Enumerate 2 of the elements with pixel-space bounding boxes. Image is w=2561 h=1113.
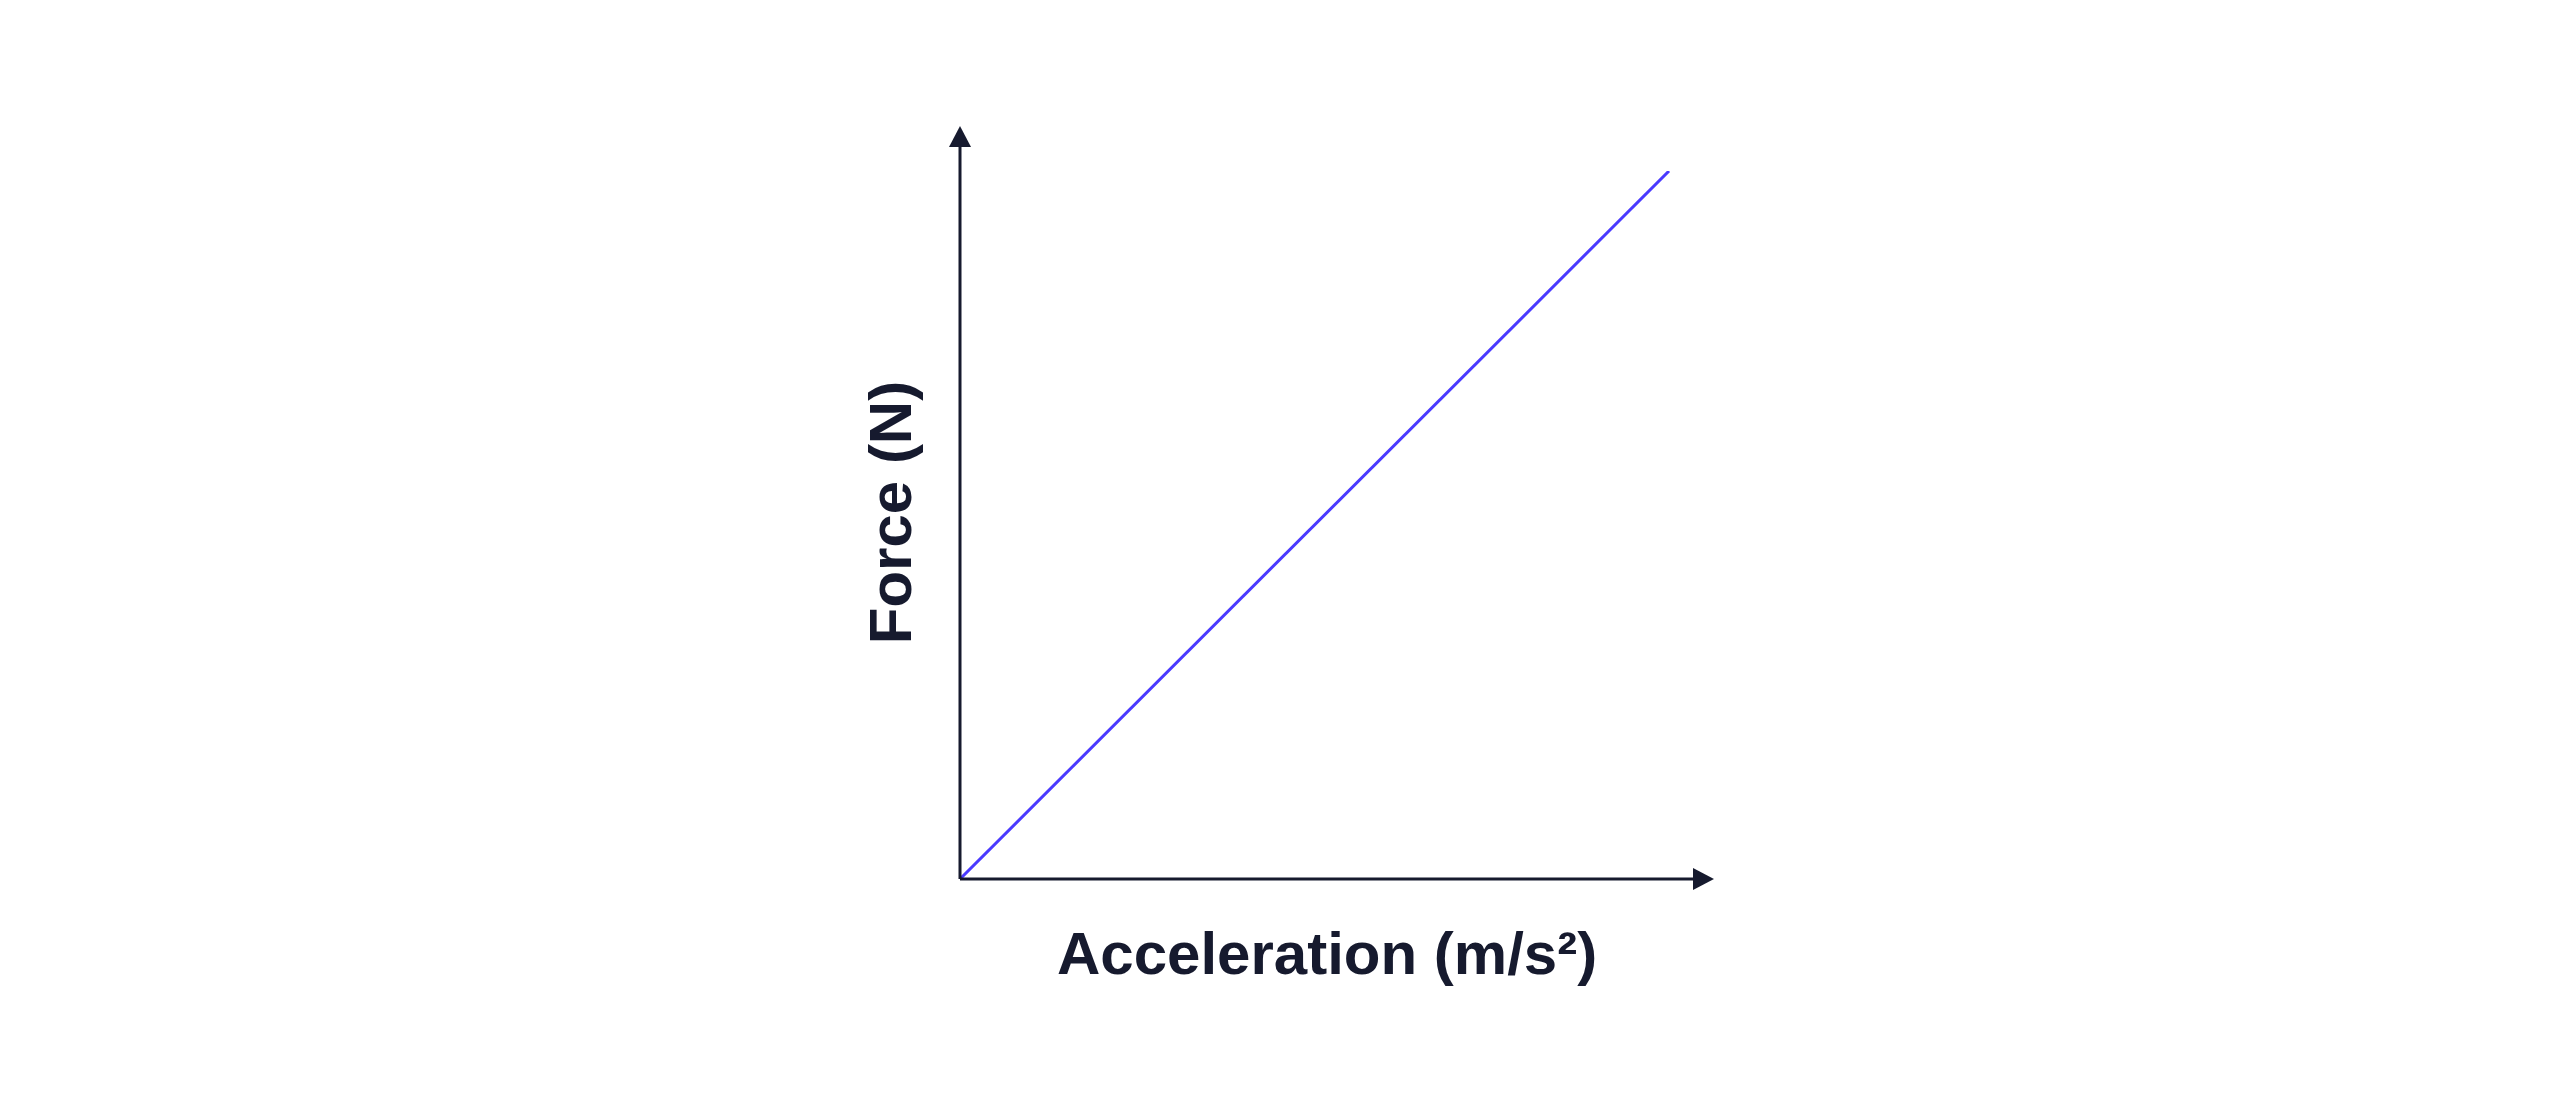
x-axis-title: Acceleration (m/s²) xyxy=(1057,919,1598,988)
y-axis-title: Force (N) xyxy=(855,380,925,645)
